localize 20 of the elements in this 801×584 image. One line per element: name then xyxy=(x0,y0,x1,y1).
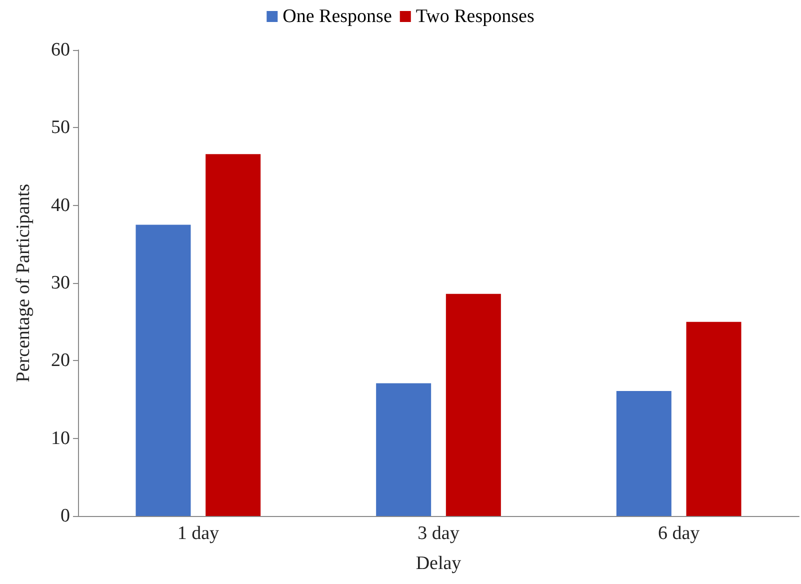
bar xyxy=(206,154,261,516)
bar xyxy=(686,322,742,516)
bar xyxy=(376,383,432,516)
legend-label: One Response xyxy=(282,6,392,27)
y-tick-label: 0 xyxy=(60,506,70,526)
x-tick-label: 6 day xyxy=(658,523,700,544)
y-tick-label: 40 xyxy=(51,194,70,216)
bar xyxy=(136,224,191,516)
y-tick-label: 50 xyxy=(51,117,70,138)
y-axis-title: Percentage of Participants xyxy=(13,184,34,382)
y-tick-label: 20 xyxy=(51,350,70,372)
x-tick-label: 1 day xyxy=(177,523,220,544)
y-tick-label: 60 xyxy=(51,40,70,60)
y-tick-label: 10 xyxy=(51,428,70,449)
y-tick-label: 30 xyxy=(51,272,70,294)
x-tick-label: 3 day xyxy=(418,523,460,544)
legend-label: Two Responses xyxy=(416,6,534,27)
bar xyxy=(446,294,501,516)
bar xyxy=(616,390,672,516)
x-axis-title: Delay xyxy=(416,553,462,574)
